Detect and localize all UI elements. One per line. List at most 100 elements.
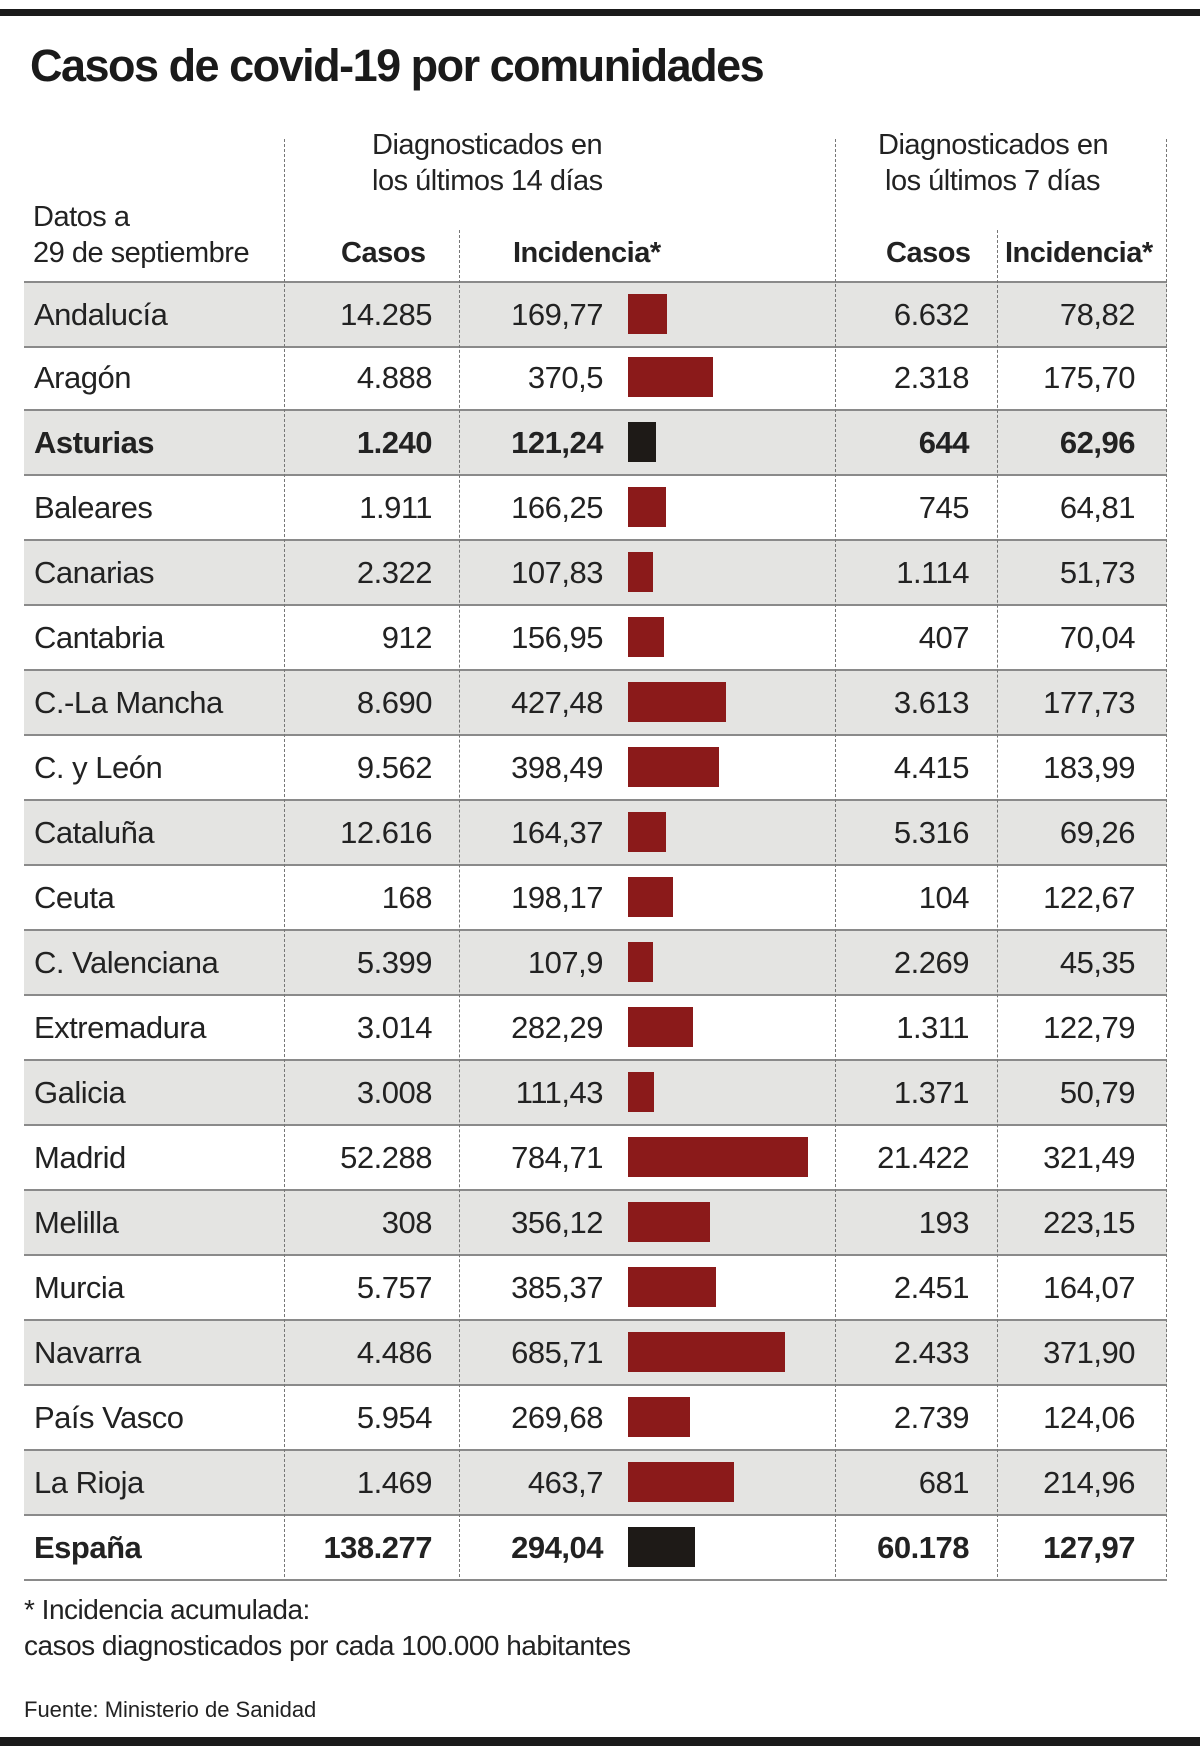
region-name: Cataluña: [34, 815, 155, 850]
casos-7-cell: 745: [918, 490, 970, 525]
header-incidencia-14: Incidencia*: [513, 237, 661, 269]
table-row: País Vasco 5.954 269,68 2.739 124,06: [24, 1386, 1167, 1451]
incidence-bar: [628, 1527, 696, 1567]
table-row: Madrid 52.288 784,71 21.422 321,49: [24, 1126, 1167, 1191]
casos-14-cell: 2.322: [356, 555, 433, 590]
incidencia-14-cell: 294,04: [511, 1530, 603, 1565]
incidencia-7-cell: 371,90: [1043, 1335, 1135, 1370]
incidence-bar: [628, 617, 664, 657]
region-name: La Rioja: [34, 1465, 144, 1500]
incidence-bar: [628, 1137, 808, 1177]
incidencia-7-cell: 177,73: [1043, 685, 1135, 720]
region-name: Canarias: [34, 555, 155, 590]
table-row: Baleares 1.911 166,25 745 64,81: [24, 476, 1167, 541]
casos-14-cell: 3.008: [356, 1075, 433, 1110]
incidence-bar: [628, 552, 653, 592]
incidencia-14-cell: 463,7: [527, 1465, 604, 1500]
incidence-bar: [628, 747, 720, 787]
column-divider: [459, 230, 460, 1577]
casos-7-cell: 2.269: [893, 945, 970, 980]
casos-7-cell: 644: [918, 425, 970, 460]
incidencia-14-cell: 169,77: [511, 297, 603, 332]
header-incidencia-7: Incidencia*: [1005, 237, 1153, 269]
table-row: Canarias 2.322 107,83 1.114 51,73: [24, 541, 1167, 606]
bottom-rule: [0, 1737, 1200, 1746]
incidencia-14-cell: 111,43: [515, 1075, 604, 1110]
region-name: Ceuta: [34, 880, 115, 915]
region-name: Cantabria: [34, 620, 164, 655]
table-row: C. Valenciana 5.399 107,9 2.269 45,35: [24, 931, 1167, 996]
region-name: España: [34, 1530, 142, 1565]
group-7-line-2: los últimos 7 días: [885, 165, 1101, 197]
incidence-bar: [628, 942, 653, 982]
incidencia-14-cell: 370,5: [527, 360, 604, 395]
casos-14-cell: 4.486: [356, 1335, 433, 1370]
casos-14-cell: 308: [381, 1205, 433, 1240]
casos-14-cell: 5.757: [356, 1270, 433, 1305]
casos-7-cell: 5.316: [893, 815, 970, 850]
incidencia-14-cell: 269,68: [511, 1400, 603, 1435]
table-row: Galicia 3.008 111,43 1.371 50,79: [24, 1061, 1167, 1126]
casos-14-cell: 912: [381, 620, 433, 655]
incidencia-14-cell: 385,37: [511, 1270, 603, 1305]
casos-7-cell: 681: [918, 1465, 970, 1500]
chart-title: Casos de covid-19 por comunidades: [30, 40, 765, 91]
table-row: Ceuta 168 198,17 104 122,67: [24, 866, 1167, 931]
incidencia-7-cell: 69,26: [1059, 815, 1136, 850]
casos-7-cell: 4.415: [893, 750, 970, 785]
casos-7-cell: 1.114: [896, 555, 969, 590]
incidence-bar: [628, 877, 674, 917]
incidence-bar: [628, 1332, 786, 1372]
incidencia-14-cell: 164,37: [511, 815, 603, 850]
incidence-bar: [628, 1267, 717, 1307]
incidencia-14-cell: 107,83: [511, 555, 603, 590]
casos-7-cell: 2.739: [893, 1400, 970, 1435]
incidence-bar: [628, 1462, 735, 1502]
table-row: Melilla 308 356,12 193 223,15: [24, 1191, 1167, 1256]
casos-7-cell: 6.632: [893, 297, 970, 332]
casos-7-cell: 1.311: [896, 1010, 969, 1045]
column-divider: [1166, 139, 1167, 1577]
incidencia-7-cell: 122,67: [1043, 880, 1135, 915]
incidencia-7-cell: 223,15: [1043, 1205, 1135, 1240]
incidencia-7-cell: 175,70: [1043, 360, 1135, 395]
column-divider: [997, 230, 998, 1577]
region-name: Extremadura: [34, 1010, 206, 1045]
casos-14-cell: 168: [381, 880, 433, 915]
incidencia-7-cell: 214,96: [1043, 1465, 1135, 1500]
table-row: C. y León 9.562 398,49 4.415 183,99: [24, 736, 1167, 801]
region-name: Melilla: [34, 1205, 119, 1240]
region-name: C. y León: [34, 750, 163, 785]
incidencia-7-cell: 50,79: [1059, 1075, 1136, 1110]
incidencia-14-cell: 121,24: [511, 425, 603, 460]
casos-14-cell: 5.399: [356, 945, 433, 980]
casos-14-cell: 4.888: [356, 360, 433, 395]
casos-7-cell: 3.613: [893, 685, 970, 720]
table-row: Murcia 5.757 385,37 2.451 164,07: [24, 1256, 1167, 1321]
incidencia-7-cell: 321,49: [1043, 1140, 1135, 1175]
incidencia-7-cell: 183,99: [1043, 750, 1135, 785]
casos-7-cell: 1.371: [893, 1075, 970, 1110]
casos-7-cell: 60.178: [877, 1530, 969, 1565]
table-row: La Rioja 1.469 463,7 681 214,96: [24, 1451, 1167, 1516]
casos-14-cell: 1.469: [356, 1465, 433, 1500]
incidencia-7-cell: 78,82: [1059, 297, 1136, 332]
incidence-bar: [628, 812, 666, 852]
column-divider: [835, 139, 836, 1577]
incidencia-7-cell: 51,73: [1059, 555, 1136, 590]
region-name: Baleares: [34, 490, 153, 525]
casos-7-cell: 407: [918, 620, 970, 655]
casos-7-cell: 193: [918, 1205, 970, 1240]
incidencia-14-cell: 282,29: [511, 1010, 603, 1045]
group-14-line-2: los últimos 14 días: [372, 165, 603, 197]
incidence-bar: [628, 357, 713, 397]
region-name: Asturias: [34, 425, 155, 460]
region-name: Galicia: [34, 1075, 126, 1110]
incidence-bar: [628, 422, 656, 462]
region-name: Navarra: [34, 1335, 141, 1370]
region-name: C.-La Mancha: [34, 685, 223, 720]
incidencia-7-cell: 64,81: [1059, 490, 1136, 525]
incidence-bar: [628, 1202, 710, 1242]
region-name: C. Valenciana: [34, 945, 219, 980]
